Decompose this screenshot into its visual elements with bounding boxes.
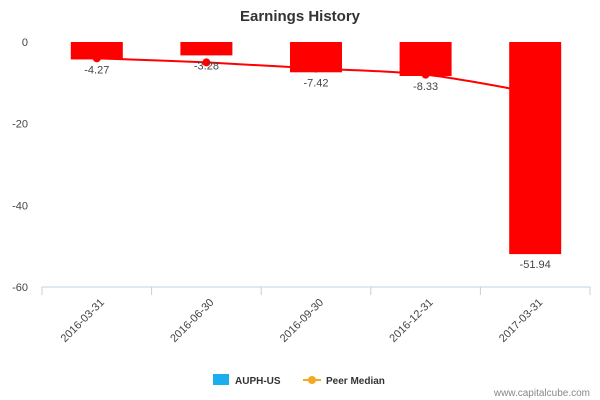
x-tick-label: 2017-03-31 <box>497 297 545 345</box>
legend-label-auph: AUPH-US <box>235 376 281 387</box>
legend-bar-icon <box>213 374 229 385</box>
bar-data-label: -7.42 <box>303 77 328 89</box>
bar <box>399 42 452 77</box>
credit-text: www.capitalcube.com <box>493 388 590 399</box>
x-tick-label: 2016-12-31 <box>387 297 435 345</box>
peer-median-point <box>92 54 101 63</box>
peer-median-point <box>312 64 320 73</box>
bar-data-label: -4.27 <box>84 64 109 76</box>
bar-data-labels: -4.27 -3.28 -7.42 -8.33 -51.94 <box>84 60 551 271</box>
legend: AUPH-US Peer Median <box>213 374 385 387</box>
y-tick-label: -40 <box>12 200 28 212</box>
bar-data-label: -8.33 <box>413 81 438 93</box>
peer-median-series <box>92 54 536 95</box>
legend-line-marker-icon <box>308 376 316 384</box>
bar-data-label: -51.94 <box>520 259 551 271</box>
bar <box>70 42 123 60</box>
peer-median-point <box>421 70 430 79</box>
y-tick-label: -60 <box>12 282 28 294</box>
x-tick-label: 2016-09-30 <box>278 297 326 345</box>
bar <box>180 42 233 56</box>
y-axis: 0 -20 -40 -60 <box>12 37 28 294</box>
bar <box>509 42 562 255</box>
x-tick-label: 2016-03-31 <box>59 297 107 345</box>
peer-median-point <box>202 58 211 67</box>
bar-data-label: -3.28 <box>194 60 219 72</box>
x-axis: 2016-03-31 2016-06-30 2016-09-30 2016-12-31… <box>41 286 591 345</box>
legend-label-peer: Peer Median <box>326 376 385 387</box>
x-tick-label: 2016-06-30 <box>168 297 216 345</box>
y-tick-label: -20 <box>12 119 28 131</box>
chart-title: Earnings History <box>240 8 361 25</box>
bar-series <box>70 42 562 255</box>
y-tick-label: 0 <box>22 37 28 49</box>
